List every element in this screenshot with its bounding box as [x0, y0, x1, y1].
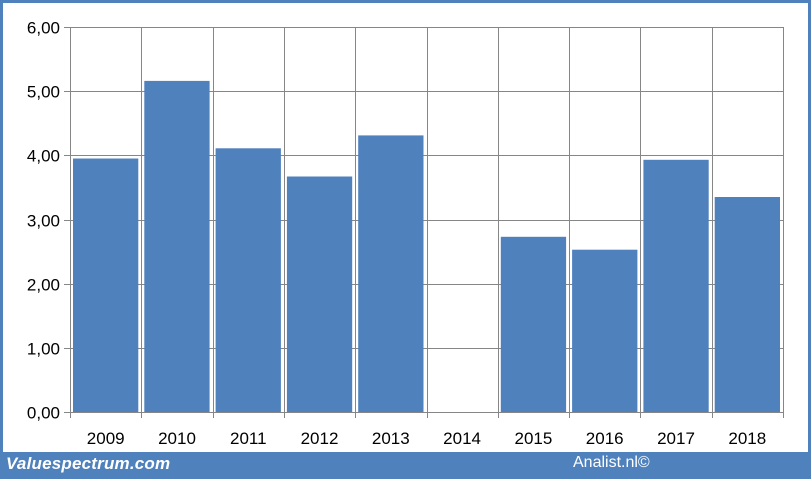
bar-2009 — [73, 158, 139, 412]
x-tick-label: 2009 — [87, 429, 125, 448]
bar-2017 — [643, 159, 709, 412]
y-tick-label: 2,00 — [27, 276, 60, 295]
x-tick-label: 2013 — [372, 429, 410, 448]
y-tick-label: 3,00 — [27, 212, 60, 231]
y-tick-label: 0,00 — [27, 404, 60, 423]
x-tick-label: 2018 — [728, 429, 766, 448]
bar-2012 — [286, 176, 353, 412]
x-tick-label: 2016 — [586, 429, 624, 448]
x-tick-label: 2012 — [301, 429, 339, 448]
bar-2010 — [144, 80, 210, 413]
bar-2013 — [358, 135, 424, 412]
bar-2016 — [572, 249, 638, 412]
x-tick-label: 2014 — [443, 429, 481, 448]
x-tick-label: 2011 — [230, 429, 267, 448]
analist-brand: Analist.nl© — [573, 454, 650, 471]
x-tick-label: 2010 — [158, 429, 196, 448]
bar-2018 — [714, 197, 780, 412]
footer-bar: Valuespectrum.com Analist.nl© — [0, 452, 811, 479]
y-tick-label: 4,00 — [27, 147, 60, 166]
x-tick-label: 2017 — [657, 429, 695, 448]
bar-2015 — [500, 236, 567, 412]
y-tick-label: 1,00 — [27, 340, 60, 359]
axes — [64, 27, 783, 413]
bar-2011 — [215, 148, 281, 413]
bar-chart: 0,00 1,00 2,00 3,00 4,00 5,00 6,00 2009 2010 2011… — [27, 19, 784, 449]
valuespectrum-brand: Valuespectrum.com — [6, 454, 171, 473]
y-tick-label: 5,00 — [27, 83, 60, 102]
tick-labels: 0,00 1,00 2,00 3,00 4,00 5,00 6,00 2009 2010 2011… — [27, 19, 766, 449]
y-tick-label: 6,00 — [27, 19, 60, 38]
bars — [73, 80, 780, 413]
x-tick-label: 2015 — [514, 429, 552, 448]
